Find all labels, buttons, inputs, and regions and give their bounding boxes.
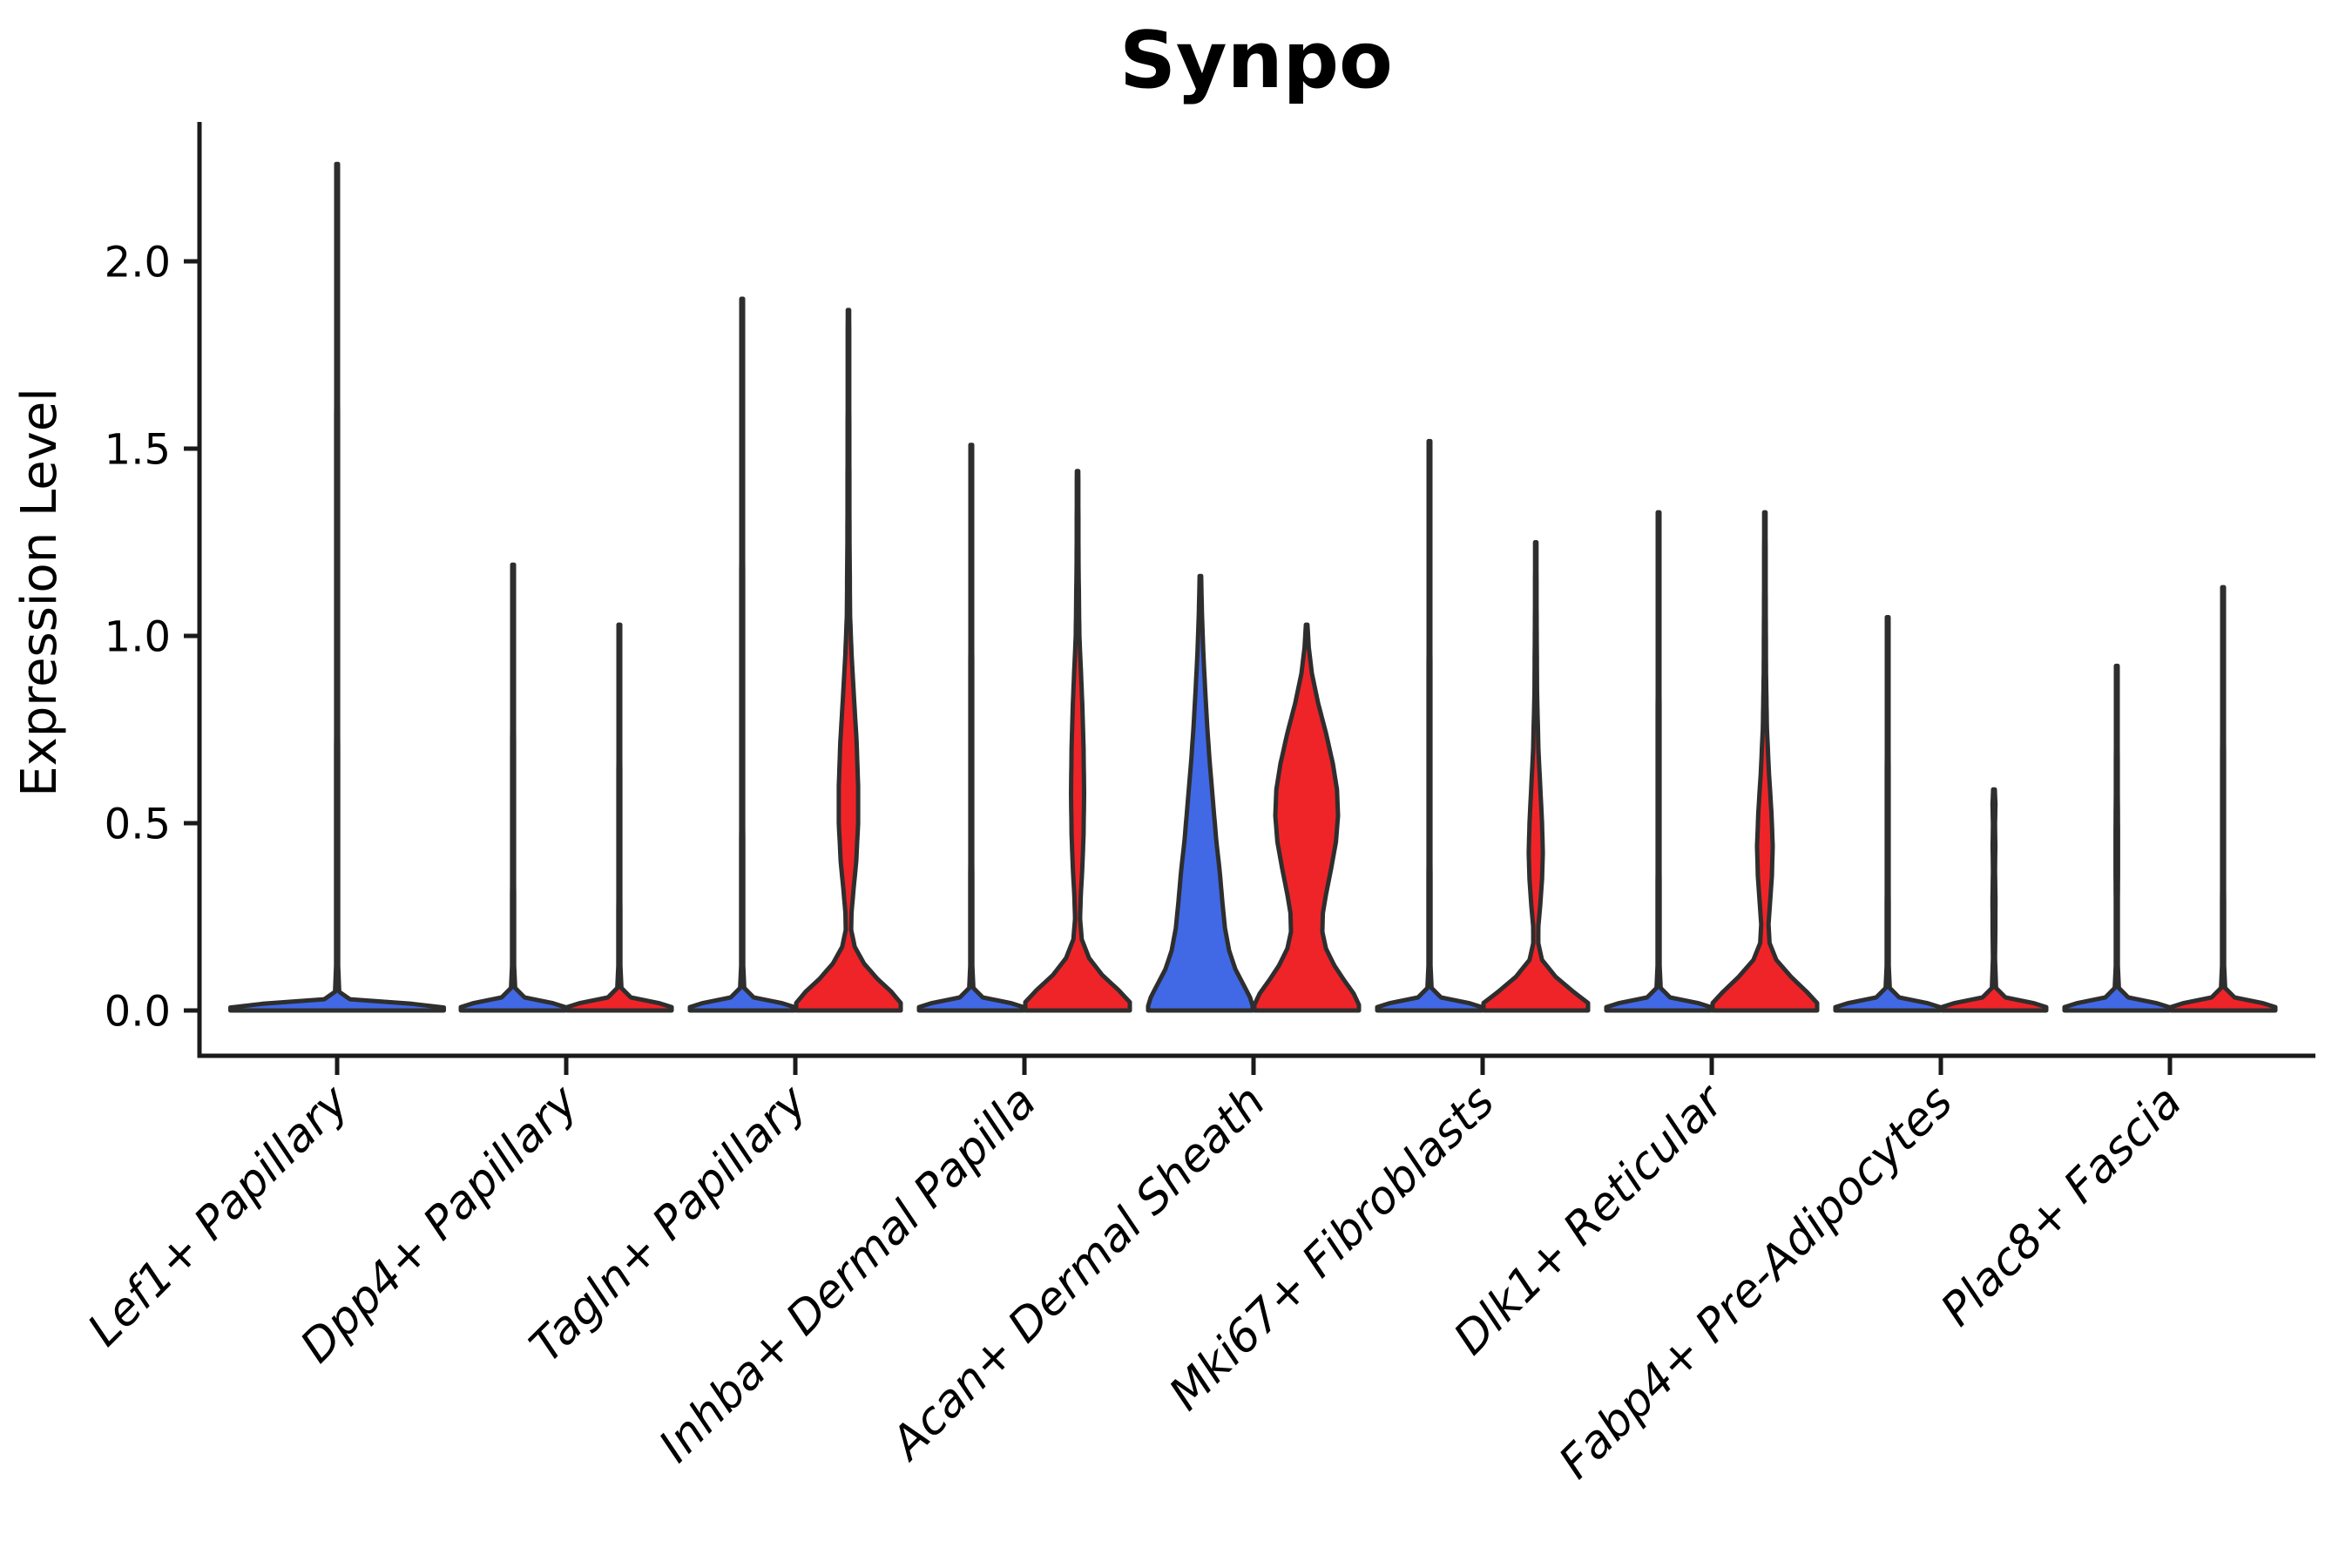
violin-mki67-right — [1481, 540, 1591, 1013]
violin-dpp4-right — [564, 622, 674, 1013]
violin-plac8-left — [2062, 663, 2172, 1013]
violin-dlk1-right — [1710, 510, 1820, 1013]
violin-dpp4-left — [458, 562, 568, 1013]
violin-plac8-right — [2168, 585, 2278, 1013]
violins-layer — [228, 161, 2278, 1013]
y-tick-label: 2.0 — [105, 238, 171, 287]
chart-title: Synpo — [1119, 15, 1393, 106]
violin-dlk1-left — [1604, 510, 1713, 1013]
violin-fabp4-right — [1939, 787, 2049, 1013]
violin-fabp4-left — [1833, 615, 1943, 1013]
y-tick-label: 1.0 — [105, 612, 171, 661]
violin-tagln-right — [794, 308, 903, 1013]
violin-inhba-left — [916, 443, 1026, 1013]
violin-inhba-right — [1023, 469, 1132, 1013]
x-category-label: Acan+ Dermal Sheath — [880, 1076, 1275, 1471]
y-axis-label: Expression Level — [11, 388, 68, 797]
y-tick-label: 0.5 — [105, 800, 171, 848]
y-tick-label: 0.0 — [105, 987, 171, 1036]
y-tick-label: 1.5 — [105, 425, 171, 474]
violin-tagln-left — [687, 296, 797, 1013]
violin-acan-left — [1146, 573, 1255, 1013]
axes: 0.0 0.5 1.0 1.5 2.0 — [105, 122, 2315, 1075]
x-category-label: Inhba+ Dermal Papilla — [649, 1076, 1046, 1473]
violin-lef1-center — [228, 161, 446, 1013]
violin-acan-right — [1252, 622, 1362, 1013]
x-category-label: Fabp4+ Pre-Adipocytes — [1550, 1076, 1963, 1490]
x-category-label: Plac8+ Fascia — [1931, 1076, 2192, 1336]
violin-mki67-left — [1375, 438, 1484, 1013]
axis-spines — [197, 122, 2315, 1058]
